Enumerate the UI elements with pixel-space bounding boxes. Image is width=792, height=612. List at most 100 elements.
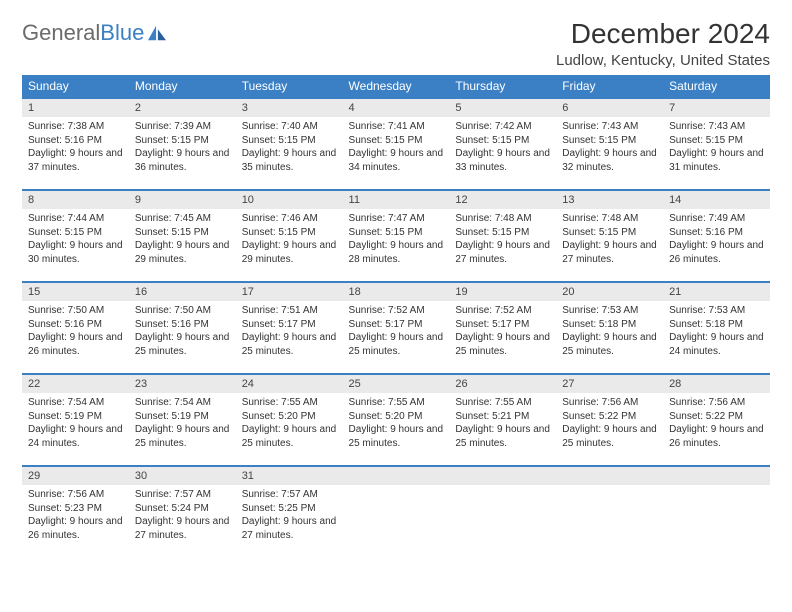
logo-text-general: General [22, 20, 100, 46]
day-number: 3 [236, 99, 343, 117]
daylight-line: Daylight: 9 hours and 27 minutes. [135, 515, 230, 542]
sunset-line: Sunset: 5:15 PM [455, 134, 550, 148]
sunrise-line: Sunrise: 7:44 AM [28, 212, 123, 226]
weekday-header: Monday [129, 75, 236, 98]
sunset-line: Sunset: 5:17 PM [455, 318, 550, 332]
day-body: Sunrise: 7:55 AMSunset: 5:20 PMDaylight:… [343, 393, 450, 456]
sunset-line: Sunset: 5:15 PM [562, 226, 657, 240]
day-number: 9 [129, 191, 236, 209]
daylight-line: Daylight: 9 hours and 24 minutes. [28, 423, 123, 450]
daylight-line: Daylight: 9 hours and 25 minutes. [455, 331, 550, 358]
sunrise-line: Sunrise: 7:42 AM [455, 120, 550, 134]
calendar-week-row: 29Sunrise: 7:56 AMSunset: 5:23 PMDayligh… [22, 466, 770, 557]
sunset-line: Sunset: 5:15 PM [242, 226, 337, 240]
calendar-day-cell: 22Sunrise: 7:54 AMSunset: 5:19 PMDayligh… [22, 374, 129, 466]
day-number: 2 [129, 99, 236, 117]
day-number: 16 [129, 283, 236, 301]
calendar-day-cell: 27Sunrise: 7:56 AMSunset: 5:22 PMDayligh… [556, 374, 663, 466]
calendar-day-cell: 7Sunrise: 7:43 AMSunset: 5:15 PMDaylight… [663, 98, 770, 190]
day-number: 18 [343, 283, 450, 301]
sunrise-line: Sunrise: 7:50 AM [135, 304, 230, 318]
calendar-day-cell [343, 466, 450, 557]
calendar-day-cell: 6Sunrise: 7:43 AMSunset: 5:15 PMDaylight… [556, 98, 663, 190]
day-number: 4 [343, 99, 450, 117]
calendar-day-cell: 15Sunrise: 7:50 AMSunset: 5:16 PMDayligh… [22, 282, 129, 374]
sunset-line: Sunset: 5:15 PM [135, 226, 230, 240]
calendar-day-cell: 28Sunrise: 7:56 AMSunset: 5:22 PMDayligh… [663, 374, 770, 466]
sunrise-line: Sunrise: 7:57 AM [242, 488, 337, 502]
daylight-line: Daylight: 9 hours and 32 minutes. [562, 147, 657, 174]
logo: GeneralBlue [22, 18, 168, 46]
day-body-empty [449, 485, 556, 554]
day-number: 8 [22, 191, 129, 209]
sunset-line: Sunset: 5:15 PM [455, 226, 550, 240]
sunrise-line: Sunrise: 7:48 AM [455, 212, 550, 226]
sunrise-line: Sunrise: 7:55 AM [242, 396, 337, 410]
daylight-line: Daylight: 9 hours and 25 minutes. [242, 331, 337, 358]
sunset-line: Sunset: 5:15 PM [562, 134, 657, 148]
day-body: Sunrise: 7:56 AMSunset: 5:22 PMDaylight:… [556, 393, 663, 456]
header: GeneralBlue December 2024 Ludlow, Kentuc… [22, 18, 770, 69]
calendar-day-cell [556, 466, 663, 557]
sunrise-line: Sunrise: 7:57 AM [135, 488, 230, 502]
day-number: 7 [663, 99, 770, 117]
day-body: Sunrise: 7:49 AMSunset: 5:16 PMDaylight:… [663, 209, 770, 272]
daylight-line: Daylight: 9 hours and 25 minutes. [242, 423, 337, 450]
day-body: Sunrise: 7:56 AMSunset: 5:22 PMDaylight:… [663, 393, 770, 456]
location: Ludlow, Kentucky, United States [556, 52, 770, 69]
sunrise-line: Sunrise: 7:48 AM [562, 212, 657, 226]
daylight-line: Daylight: 9 hours and 29 minutes. [135, 239, 230, 266]
sunset-line: Sunset: 5:15 PM [669, 134, 764, 148]
day-number: 30 [129, 467, 236, 485]
daylight-line: Daylight: 9 hours and 27 minutes. [242, 515, 337, 542]
weekday-header: Thursday [449, 75, 556, 98]
sunset-line: Sunset: 5:18 PM [562, 318, 657, 332]
day-body: Sunrise: 7:46 AMSunset: 5:15 PMDaylight:… [236, 209, 343, 272]
sunrise-line: Sunrise: 7:56 AM [28, 488, 123, 502]
calendar-week-row: 1Sunrise: 7:38 AMSunset: 5:16 PMDaylight… [22, 98, 770, 190]
day-number: 17 [236, 283, 343, 301]
day-body: Sunrise: 7:48 AMSunset: 5:15 PMDaylight:… [556, 209, 663, 272]
sunrise-line: Sunrise: 7:56 AM [562, 396, 657, 410]
weekday-header-row: Sunday Monday Tuesday Wednesday Thursday… [22, 75, 770, 98]
day-body: Sunrise: 7:57 AMSunset: 5:25 PMDaylight:… [236, 485, 343, 548]
sunset-line: Sunset: 5:16 PM [28, 318, 123, 332]
daylight-line: Daylight: 9 hours and 25 minutes. [455, 423, 550, 450]
sunset-line: Sunset: 5:22 PM [669, 410, 764, 424]
daylight-line: Daylight: 9 hours and 25 minutes. [349, 423, 444, 450]
calendar-day-cell: 19Sunrise: 7:52 AMSunset: 5:17 PMDayligh… [449, 282, 556, 374]
logo-sail-icon [146, 24, 168, 42]
calendar-day-cell: 9Sunrise: 7:45 AMSunset: 5:15 PMDaylight… [129, 190, 236, 282]
day-body: Sunrise: 7:47 AMSunset: 5:15 PMDaylight:… [343, 209, 450, 272]
sunrise-line: Sunrise: 7:53 AM [669, 304, 764, 318]
daylight-line: Daylight: 9 hours and 25 minutes. [135, 423, 230, 450]
sunset-line: Sunset: 5:20 PM [242, 410, 337, 424]
sunrise-line: Sunrise: 7:40 AM [242, 120, 337, 134]
calendar-day-cell: 20Sunrise: 7:53 AMSunset: 5:18 PMDayligh… [556, 282, 663, 374]
sunrise-line: Sunrise: 7:50 AM [28, 304, 123, 318]
daylight-line: Daylight: 9 hours and 30 minutes. [28, 239, 123, 266]
day-number: 15 [22, 283, 129, 301]
daylight-line: Daylight: 9 hours and 33 minutes. [455, 147, 550, 174]
day-number: 21 [663, 283, 770, 301]
day-body: Sunrise: 7:50 AMSunset: 5:16 PMDaylight:… [129, 301, 236, 364]
sunrise-line: Sunrise: 7:55 AM [349, 396, 444, 410]
calendar-day-cell: 26Sunrise: 7:55 AMSunset: 5:21 PMDayligh… [449, 374, 556, 466]
weekday-header: Wednesday [343, 75, 450, 98]
daylight-line: Daylight: 9 hours and 26 minutes. [28, 515, 123, 542]
calendar-day-cell: 10Sunrise: 7:46 AMSunset: 5:15 PMDayligh… [236, 190, 343, 282]
sunrise-line: Sunrise: 7:46 AM [242, 212, 337, 226]
sunrise-line: Sunrise: 7:52 AM [455, 304, 550, 318]
sunset-line: Sunset: 5:15 PM [349, 226, 444, 240]
day-number: 27 [556, 375, 663, 393]
sunset-line: Sunset: 5:18 PM [669, 318, 764, 332]
sunset-line: Sunset: 5:15 PM [28, 226, 123, 240]
daylight-line: Daylight: 9 hours and 25 minutes. [135, 331, 230, 358]
day-number: 31 [236, 467, 343, 485]
sunset-line: Sunset: 5:24 PM [135, 502, 230, 516]
calendar-day-cell: 12Sunrise: 7:48 AMSunset: 5:15 PMDayligh… [449, 190, 556, 282]
calendar-day-cell: 13Sunrise: 7:48 AMSunset: 5:15 PMDayligh… [556, 190, 663, 282]
day-body: Sunrise: 7:38 AMSunset: 5:16 PMDaylight:… [22, 117, 129, 180]
day-body: Sunrise: 7:56 AMSunset: 5:23 PMDaylight:… [22, 485, 129, 548]
calendar-day-cell: 11Sunrise: 7:47 AMSunset: 5:15 PMDayligh… [343, 190, 450, 282]
